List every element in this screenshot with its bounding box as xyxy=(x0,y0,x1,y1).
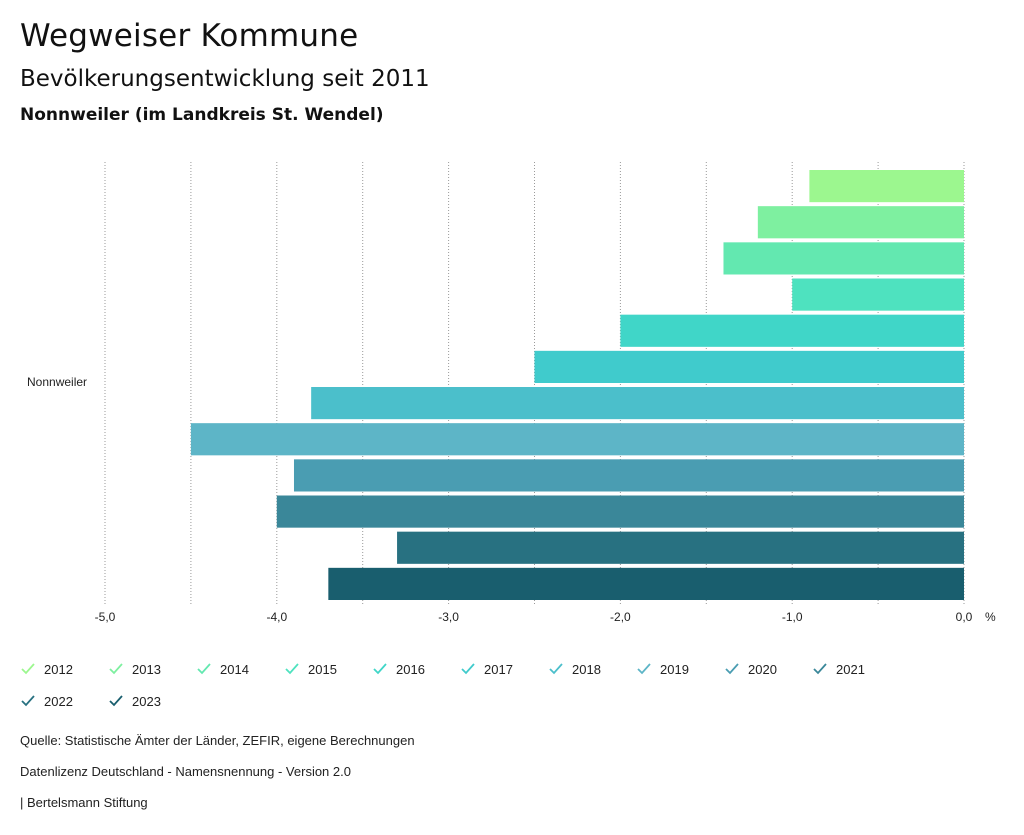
legend-item-2016[interactable]: 2016 xyxy=(372,658,425,680)
bar-2023[interactable] xyxy=(328,567,965,600)
legend-label: 2015 xyxy=(308,661,337,677)
legend-item-2013[interactable]: 2013 xyxy=(108,658,161,680)
x-tick-label: -5,0 xyxy=(95,610,116,624)
checkmark-icon xyxy=(109,695,123,707)
bar-2013[interactable] xyxy=(757,206,964,239)
checkmark-icon xyxy=(725,663,739,675)
legend-item-2020[interactable]: 2020 xyxy=(724,658,777,680)
bar-2020[interactable] xyxy=(293,459,965,492)
legend-label: 2023 xyxy=(132,693,161,709)
checkmark-icon xyxy=(285,663,299,675)
bar-2015[interactable] xyxy=(792,278,964,311)
region-label: Nonnweiler (im Landkreis St. Wendel) xyxy=(20,105,384,125)
legend-label: 2020 xyxy=(748,661,777,677)
legend-label: 2018 xyxy=(572,661,601,677)
legend-item-2018[interactable]: 2018 xyxy=(548,658,601,680)
chart-subtitle: Bevölkerungsentwicklung seit 2011 xyxy=(20,66,430,92)
bar-2017[interactable] xyxy=(534,350,965,383)
legend-label: 2021 xyxy=(836,661,865,677)
legend-label: 2017 xyxy=(484,661,513,677)
checkmark-icon xyxy=(373,663,387,675)
bar-chart: -5,0 -4,0 -3,0 -2,0 -1,0 0,0 Nonnweiler % xyxy=(27,162,996,624)
x-tick-label: -2,0 xyxy=(610,610,631,624)
legend-item-2017[interactable]: 2017 xyxy=(460,658,513,680)
x-tick-label: -4,0 xyxy=(266,610,287,624)
legend-label: 2014 xyxy=(220,661,249,677)
legend-label: 2016 xyxy=(396,661,425,677)
bar-2022[interactable] xyxy=(397,531,964,564)
legend-item-2015[interactable]: 2015 xyxy=(284,658,337,680)
bar-2016[interactable] xyxy=(620,314,964,347)
legend-label: 2013 xyxy=(132,661,161,677)
legend-label: 2022 xyxy=(44,693,73,709)
bar-2019[interactable] xyxy=(190,423,964,456)
license-note: Datenlizenz Deutschland - Namensnennung … xyxy=(20,764,351,779)
legend-item-2021[interactable]: 2021 xyxy=(812,658,865,680)
bar-2012[interactable] xyxy=(809,170,964,203)
checkmark-icon xyxy=(549,663,563,675)
category-label: Nonnweiler xyxy=(27,375,87,389)
checkmark-icon xyxy=(637,663,651,675)
axis-unit-label: % xyxy=(985,610,996,624)
page-title: Wegweiser Kommune xyxy=(20,18,359,54)
bars xyxy=(190,170,965,600)
legend-item-2012[interactable]: 2012 xyxy=(20,658,73,680)
checkmark-icon xyxy=(461,663,475,675)
legend-item-2023[interactable]: 2023 xyxy=(108,690,161,712)
x-tick-label: 0,0 xyxy=(956,610,973,624)
checkmark-icon xyxy=(109,663,123,675)
legend-item-2019[interactable]: 2019 xyxy=(636,658,689,680)
checkmark-icon xyxy=(21,663,35,675)
checkmark-icon xyxy=(197,663,211,675)
legend-label: 2019 xyxy=(660,661,689,677)
checkmark-icon xyxy=(813,663,827,675)
source-note: Quelle: Statistische Ämter der Länder, Z… xyxy=(20,733,415,748)
x-axis: -5,0 -4,0 -3,0 -2,0 -1,0 0,0 xyxy=(95,610,973,624)
legend-item-2022[interactable]: 2022 xyxy=(20,690,73,712)
bar-2018[interactable] xyxy=(311,387,964,420)
x-tick-label: -3,0 xyxy=(438,610,459,624)
x-tick-label: -1,0 xyxy=(782,610,803,624)
bar-2014[interactable] xyxy=(723,242,964,275)
legend-item-2014[interactable]: 2014 xyxy=(196,658,249,680)
legend-label: 2012 xyxy=(44,661,73,677)
checkmark-icon xyxy=(21,695,35,707)
publisher-note: | Bertelsmann Stiftung xyxy=(20,795,148,810)
bar-2021[interactable] xyxy=(276,495,964,528)
